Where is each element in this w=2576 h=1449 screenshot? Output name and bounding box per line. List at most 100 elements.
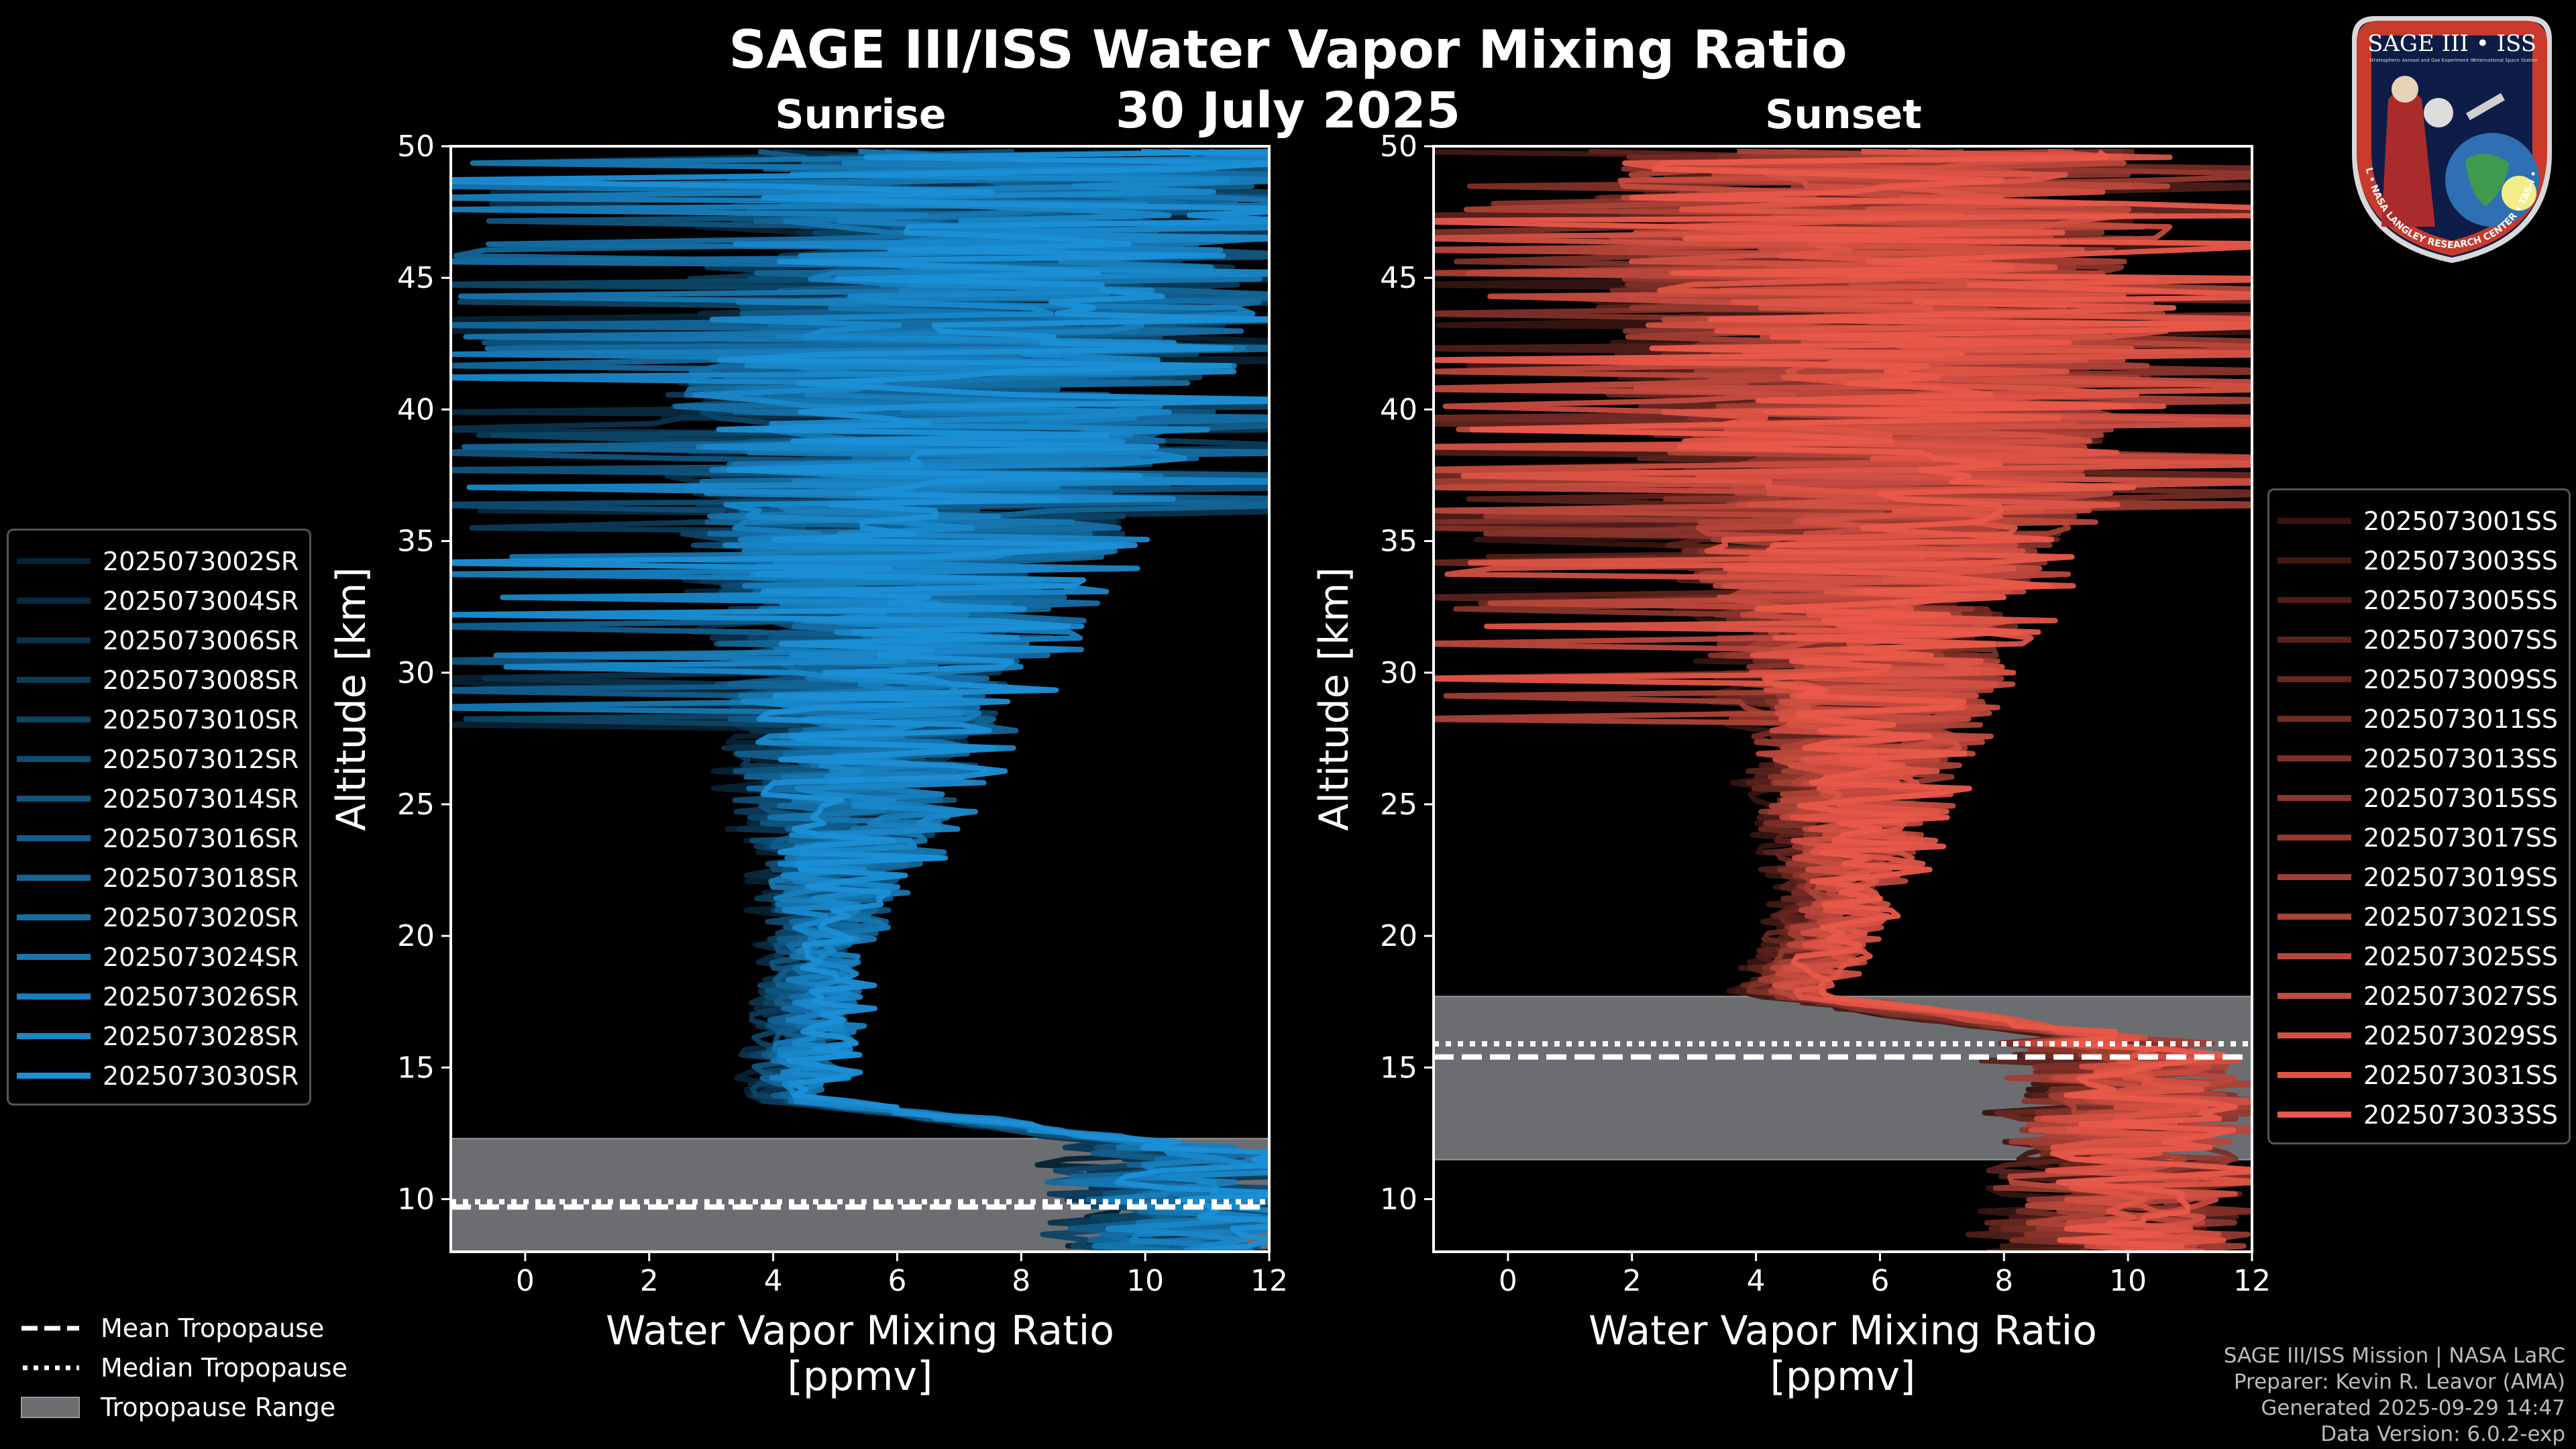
legend-label: 2025073025SS bbox=[2363, 941, 2559, 971]
legend-swatch bbox=[2277, 914, 2351, 920]
x-tick-label: 4 bbox=[764, 1264, 783, 1298]
y-tick-label: 10 bbox=[397, 1183, 435, 1217]
y-tick-label: 10 bbox=[1380, 1183, 1417, 1217]
legend-label: 2025073009SS bbox=[2363, 664, 2559, 694]
x-tick-label: 12 bbox=[2233, 1264, 2271, 1298]
sunset-legend: 2025073001SS 2025073003SS 2025073005SS 2025… bbox=[2267, 488, 2571, 1144]
legend-swatch bbox=[17, 598, 91, 604]
legend-mean-tropopause: Mean Tropopause bbox=[20, 1308, 347, 1348]
legend-swatch bbox=[2277, 993, 2351, 999]
legend-swatch bbox=[17, 716, 91, 722]
y-tick-label: 45 bbox=[397, 261, 435, 295]
x-axis-label: [ppmv] bbox=[788, 1353, 933, 1400]
legend-label: 2025073002SR bbox=[103, 546, 299, 576]
profile-2025073029SS bbox=[1434, 148, 2252, 1252]
sunrise-plot: 0 2 4 6 8 10 12 10 15 20 25 30 35 40 45 50 Water Vapor M… bbox=[328, 129, 1288, 1400]
legend-item: 2025073020SR bbox=[17, 898, 299, 937]
legend-label: 2025073029SS bbox=[2363, 1020, 2559, 1051]
x-tick-label: 0 bbox=[1499, 1264, 1517, 1298]
legend-label: 2025073026SR bbox=[103, 981, 299, 1012]
credit-mission: SAGE III/ISS Mission | NASA LaRC bbox=[2223, 1344, 2565, 1368]
legend-item: 2025073028SR bbox=[17, 1016, 299, 1056]
legend-item: 2025073030SR bbox=[17, 1056, 299, 1095]
x-tick-label: 0 bbox=[516, 1264, 535, 1298]
legend-item: 2025073031SS bbox=[2277, 1055, 2558, 1095]
y-tick-label: 35 bbox=[1380, 525, 1417, 559]
legend-label: 2025073005SS bbox=[2363, 585, 2559, 615]
legend-swatch bbox=[2277, 795, 2351, 801]
legend-swatch bbox=[2277, 597, 2351, 603]
legend-item: 2025073013SS bbox=[2277, 739, 2558, 778]
legend-label: 2025073003SS bbox=[2363, 545, 2559, 576]
legend-range-label: Tropopause Range bbox=[101, 1392, 336, 1422]
x-tick-label: 4 bbox=[1747, 1264, 1766, 1298]
legend-item: 2025073026SR bbox=[17, 977, 299, 1016]
legend-item: 2025073009SS bbox=[2277, 659, 2558, 699]
legend-label: 2025073014SR bbox=[103, 784, 299, 814]
x-tick-label: 12 bbox=[1250, 1264, 1288, 1298]
y-tick-label: 45 bbox=[1380, 261, 1417, 295]
logo-small-right: International Space Station bbox=[2473, 58, 2537, 63]
legend-swatch bbox=[17, 637, 91, 643]
y-tick-label: 40 bbox=[1380, 392, 1417, 427]
legend-item: 2025073003SS bbox=[2277, 541, 2558, 580]
legend-median-label: Median Tropopause bbox=[101, 1352, 347, 1383]
y-tick-label: 30 bbox=[397, 656, 435, 690]
legend-label: 2025073019SS bbox=[2363, 862, 2559, 892]
x-tick-label: 6 bbox=[1870, 1264, 1889, 1298]
legend-swatch bbox=[2277, 557, 2351, 564]
sunrise-plot-area bbox=[451, 148, 1269, 1252]
legend-label: 2025073004SR bbox=[103, 586, 299, 616]
sunrise-axes-frame bbox=[449, 145, 1271, 1253]
y-tick-label: 50 bbox=[1380, 129, 1417, 164]
legend-swatch bbox=[17, 1033, 91, 1039]
legend-swatch bbox=[17, 994, 91, 1000]
y-tick-label: 40 bbox=[397, 392, 435, 427]
dotted-line-icon bbox=[23, 1365, 79, 1370]
legend-swatch bbox=[17, 756, 91, 762]
y-tick-label: 25 bbox=[397, 788, 435, 822]
legend-swatch bbox=[17, 835, 91, 841]
legend-label: 2025073006SR bbox=[103, 625, 299, 655]
legend-item: 2025073017SS bbox=[2277, 818, 2558, 857]
y-tick-label: 15 bbox=[1380, 1051, 1417, 1085]
legend-item: 2025073007SS bbox=[2277, 620, 2558, 659]
y-axis-label: Altitude [km] bbox=[1311, 567, 1358, 831]
legend-swatch bbox=[2277, 755, 2351, 761]
legend-swatch bbox=[17, 558, 91, 564]
chart-date: 30 July 2025 bbox=[1115, 82, 1461, 140]
legend-swatch bbox=[2277, 716, 2351, 722]
legend-item: 2025073021SS bbox=[2277, 897, 2558, 936]
legend-swatch bbox=[17, 1073, 91, 1079]
legend-label: 2025073024SR bbox=[103, 942, 299, 972]
legend-label: 2025073028SR bbox=[103, 1021, 299, 1051]
legend-swatch bbox=[2277, 874, 2351, 880]
legend-swatch bbox=[2277, 835, 2351, 841]
sage-mission-logo: SAGE III • ISS Stratospheric Aerosol and… bbox=[2341, 12, 2552, 264]
legend-swatch bbox=[2277, 1032, 2351, 1038]
profile-2025073028SR bbox=[451, 148, 1269, 1252]
legend-item: 2025073015SS bbox=[2277, 778, 2558, 818]
sunset-plot-area bbox=[1434, 148, 2252, 1252]
sunrise-legend: 2025073002SR 2025073004SR 2025073006SR 2025… bbox=[7, 529, 312, 1106]
legend-label: 2025073011SS bbox=[2363, 704, 2559, 734]
range-patch-icon bbox=[21, 1396, 80, 1418]
legend-item: 2025073019SS bbox=[2277, 857, 2558, 897]
legend-label: 2025073016SR bbox=[103, 823, 299, 853]
x-tick-label: 2 bbox=[640, 1264, 659, 1298]
credit-generated: Generated 2025-09-29 14:47 bbox=[2261, 1396, 2565, 1420]
profile-2025073030SR bbox=[451, 149, 1269, 1252]
x-axis-label: Water Vapor Mixing Ratio bbox=[606, 1307, 1114, 1354]
x-axis-label: [ppmv] bbox=[1770, 1353, 1916, 1400]
credit-version: Data Version: 6.0.2-exp bbox=[2320, 1422, 2565, 1446]
legend-mean-label: Mean Tropopause bbox=[101, 1313, 325, 1343]
y-axis-label: Altitude [km] bbox=[328, 567, 375, 831]
legend-item: 2025073002SR bbox=[17, 541, 299, 581]
y-tick-label: 30 bbox=[1380, 656, 1417, 690]
legend-swatch bbox=[17, 914, 91, 920]
legend-item: 2025073027SS bbox=[2277, 976, 2558, 1016]
legend-tropopause-range: Tropopause Range bbox=[20, 1387, 347, 1427]
legend-label: 2025073018SR bbox=[103, 863, 299, 893]
legend-item: 2025073012SR bbox=[17, 739, 299, 779]
x-tick-label: 8 bbox=[1012, 1264, 1030, 1298]
